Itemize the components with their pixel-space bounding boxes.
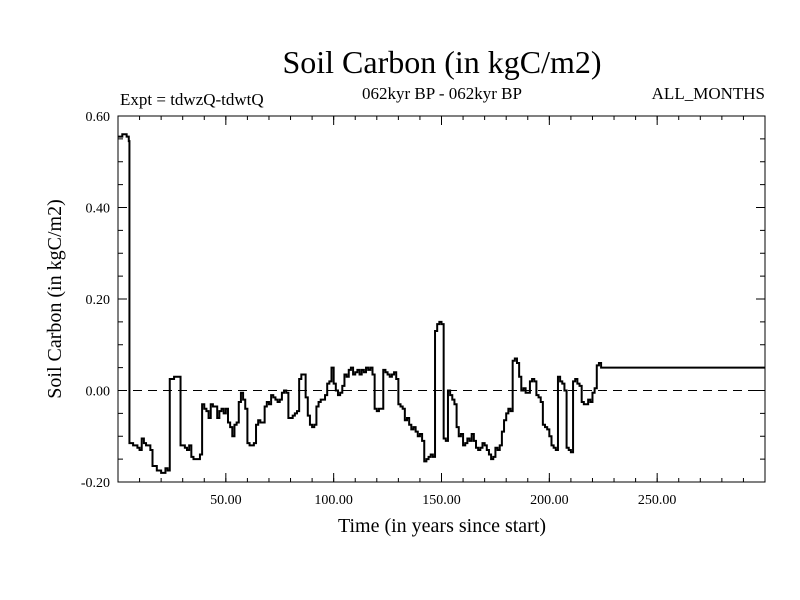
y-axis-label: Soil Carbon (in kgC/m2) [44, 199, 66, 398]
y-tick-label: 0.60 [86, 110, 111, 125]
y-tick-label: 0.40 [86, 202, 111, 217]
tick-labels: 50.00 100.00 150.00 200.00 250.00 -0.20 0.00 0.… [81, 110, 677, 508]
x-tick-label: 150.00 [422, 493, 461, 508]
x-tick-label: 200.00 [530, 493, 569, 508]
experiment-label: Expt = tdwzQ-tdwtQ [120, 90, 264, 109]
period-label: 062kyr BP - 062kyr BP [362, 84, 522, 103]
y-tick-label: 0.00 [86, 385, 111, 400]
x-axis-label: Time (in years since start) [338, 515, 546, 537]
x-tick-label: 100.00 [314, 493, 353, 508]
chart-title: Soil Carbon (in kgC/m2) [282, 44, 601, 80]
months-label: ALL_MONTHS [652, 84, 765, 103]
plot-frame [117, 115, 766, 483]
x-tick-label: 250.00 [638, 493, 677, 508]
y-tick-label: 0.20 [86, 293, 111, 308]
y-tick-label: -0.20 [81, 476, 110, 491]
major-ticks [118, 115, 765, 483]
minor-ticks [118, 116, 765, 482]
x-tick-label: 50.00 [210, 493, 242, 508]
series-line [118, 133, 765, 474]
